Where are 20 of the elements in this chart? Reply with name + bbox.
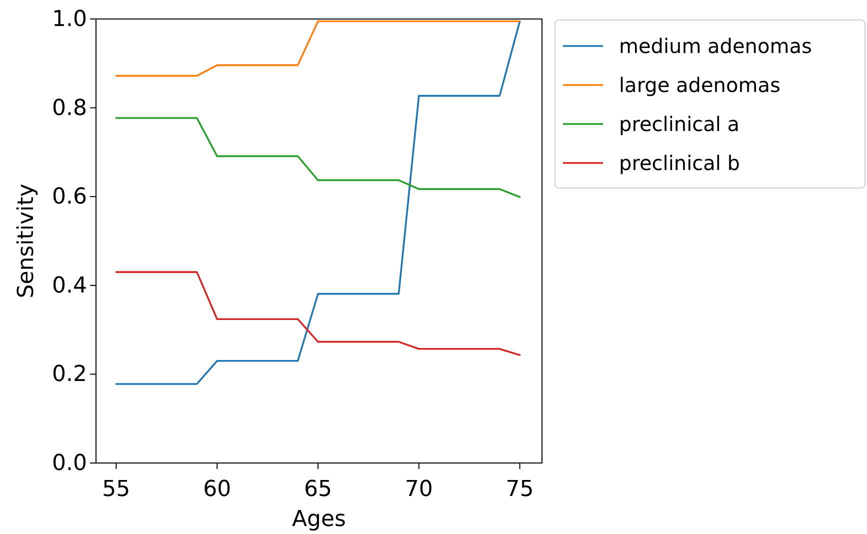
x-tick-label: 70 (404, 477, 433, 502)
x-tick-label: 75 (506, 477, 534, 502)
legend-label: large adenomas (619, 73, 780, 97)
x-tick-label: 65 (304, 477, 332, 502)
y-tick-label: 0.2 (52, 362, 87, 388)
x-axis-title: Ages (292, 507, 346, 532)
legend-label: medium adenomas (619, 34, 812, 58)
y-tick-label: 1.0 (52, 7, 87, 32)
line-series (115, 20, 521, 385)
line-series (115, 117, 521, 198)
legend-label: preclinical b (619, 151, 740, 175)
legend-label: preclinical a (619, 112, 740, 136)
line-series (115, 271, 521, 356)
x-tick-label: 55 (102, 477, 130, 502)
y-tick-label: 0.4 (52, 273, 87, 298)
y-axis-title: Sensitivity (14, 184, 39, 298)
y-tick-label: 0.6 (52, 184, 87, 210)
x-tick-label: 60 (203, 477, 232, 502)
y-tick-label: 0.0 (52, 451, 87, 476)
y-tick-label: 0.8 (52, 96, 87, 121)
